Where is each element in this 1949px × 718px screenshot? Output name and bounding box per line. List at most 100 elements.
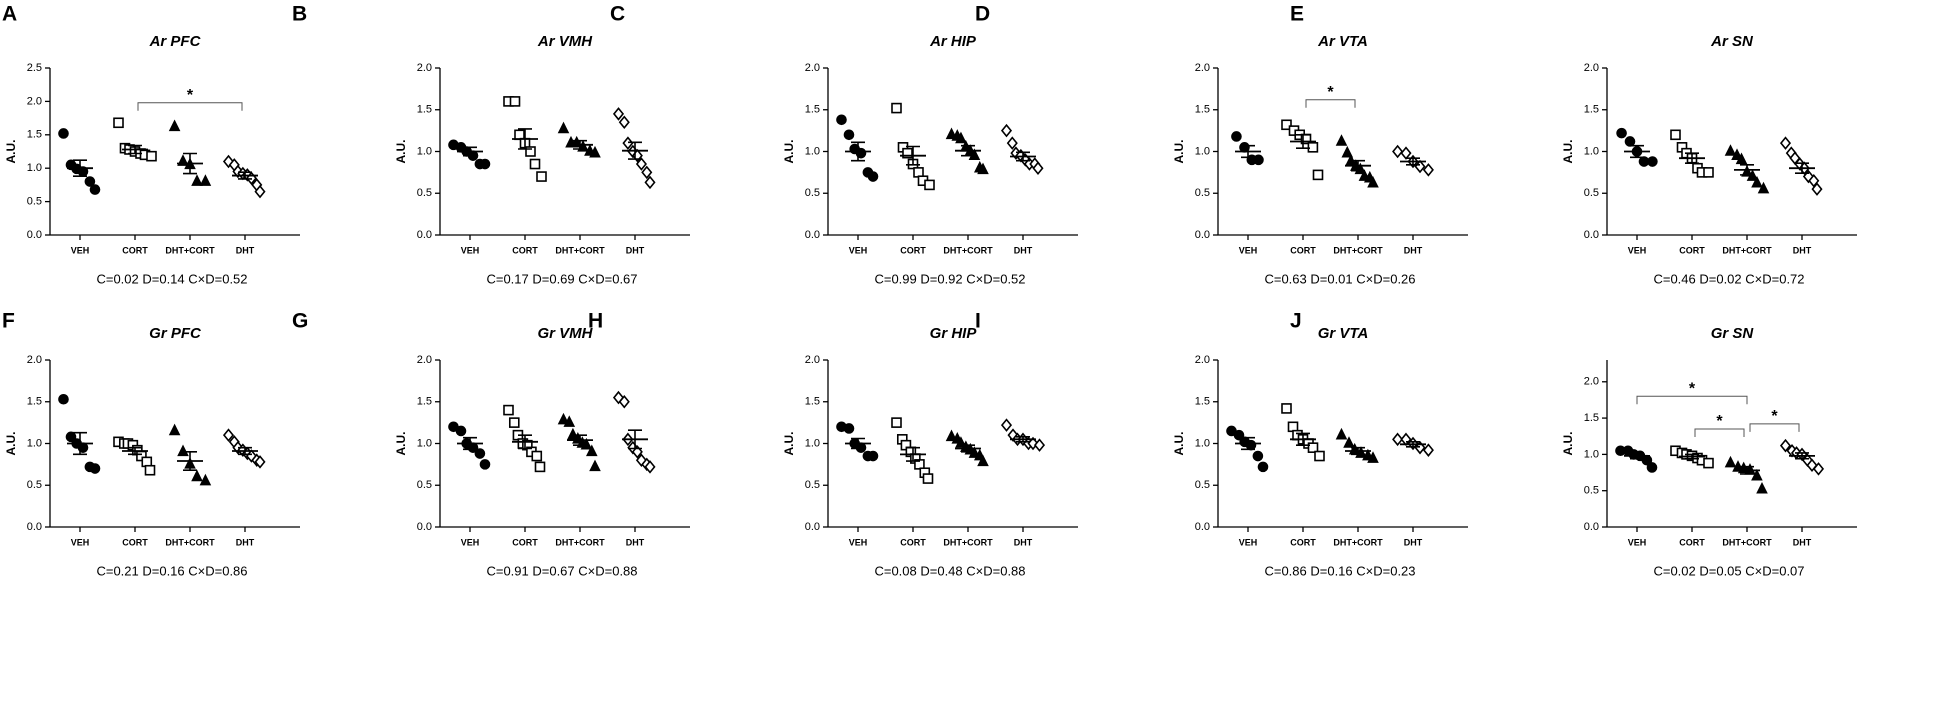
sem-bar (183, 451, 197, 472)
y-tick-label: 1.5 (805, 396, 820, 408)
x-tick-label: CORT (1290, 537, 1316, 547)
y-tick-label: 1.0 (417, 145, 432, 157)
sem-bar (1740, 465, 1754, 475)
data-point (1281, 403, 1292, 414)
panel-title: Ar SN (1710, 33, 1754, 50)
y-tick-label: 1.0 (805, 437, 820, 449)
panel: D Ar VTA A.U. 0.0 0.5 1.0 1.5 2.0 VEH CORT DHT+COR… (975, 3, 1468, 286)
data-point (644, 175, 656, 190)
data-point (199, 473, 212, 486)
y-tick-label: 2.5 (27, 62, 42, 74)
y-tick-label: 1.5 (1195, 396, 1210, 408)
x-tick-label: DHT+CORT (943, 537, 993, 547)
data-point (58, 128, 69, 139)
sem-bar (1685, 152, 1699, 164)
y-tick-label: 2.0 (1195, 354, 1210, 366)
x-tick-label: VEH (1628, 245, 1647, 255)
x-tick-label: DHT (626, 245, 645, 255)
data-point (508, 417, 520, 428)
significance-label: * (187, 87, 194, 104)
data-point (1343, 436, 1355, 448)
data-point (1624, 136, 1636, 147)
data-point (618, 115, 630, 130)
data-point (977, 454, 989, 467)
data-point (1307, 142, 1319, 153)
sem-bar (73, 431, 87, 456)
x-tick-label: DHT (236, 245, 255, 255)
stats-annotation: C=0.46 D=0.02 C×D=0.72 (1653, 271, 1804, 286)
x-tick-label: VEH (849, 537, 868, 547)
data-point (509, 96, 521, 107)
sem-bar (851, 141, 865, 162)
y-axis-label: A.U. (1561, 140, 1575, 164)
data-point (89, 184, 101, 195)
sem-bar (238, 446, 252, 456)
data-point (455, 425, 467, 437)
sem-bar (1241, 144, 1255, 159)
data-point (1779, 136, 1792, 150)
data-point (589, 145, 601, 158)
data-point (1703, 457, 1714, 469)
stats-annotation: C=0.02 D=0.05 C×D=0.07 (1653, 563, 1804, 578)
x-tick-label: VEH (461, 245, 480, 255)
sem-bar (128, 446, 142, 456)
x-tick-label: CORT (900, 245, 926, 255)
data-point (891, 417, 902, 428)
panel: J Gr SN A.U. 0.0 0.5 1.0 1.5 2.0 VEH CORT DHT+CORT… (1290, 310, 1857, 578)
y-tick-label: 1.5 (1584, 104, 1599, 116)
data-point (479, 158, 491, 170)
sem-bar (1296, 432, 1310, 446)
data-point (891, 102, 902, 114)
sem-bar (238, 171, 252, 180)
panel: A Ar PFC A.U. 0.0 0.5 1.0 1.5 2.0 2.5 VEH CORT DHT+… (2, 3, 300, 286)
y-tick-label: 1.5 (1195, 104, 1210, 116)
x-tick-label: VEH (849, 245, 868, 255)
panel-letter: G (292, 310, 308, 333)
sem-bar (463, 146, 477, 157)
y-axis-label: A.U. (1172, 432, 1186, 456)
significance-label: * (1689, 381, 1696, 398)
data-point (1422, 443, 1434, 457)
data-point (1751, 468, 1763, 481)
data-point (146, 150, 157, 162)
data-point (525, 146, 536, 157)
data-point (1033, 438, 1046, 452)
x-tick-label: DHT+CORT (943, 245, 993, 255)
data-point (1000, 418, 1013, 432)
data-point (1812, 462, 1825, 476)
y-tick-label: 2.0 (805, 62, 820, 74)
panel-title: Gr VMH (537, 325, 593, 342)
sem-bar (573, 434, 587, 446)
sem-bar (1795, 452, 1809, 460)
data-point (563, 415, 576, 427)
data-point (1703, 167, 1714, 178)
panel-title: Ar PFC (149, 33, 202, 50)
y-tick-label: 2.0 (1195, 62, 1210, 74)
y-tick-label: 0.5 (805, 479, 820, 491)
x-tick-label: DHT (1404, 537, 1423, 547)
y-tick-label: 0.5 (1584, 485, 1599, 497)
data-point (1231, 131, 1242, 142)
data-point (1312, 169, 1324, 181)
y-tick-label: 1.0 (805, 145, 820, 157)
x-tick-label: VEH (1628, 537, 1647, 547)
panel-letter: A (2, 3, 17, 26)
data-point (474, 448, 486, 459)
data-point (1808, 173, 1820, 188)
sem-bar (628, 429, 642, 450)
data-point (479, 459, 491, 470)
sem-bar (128, 144, 142, 155)
x-tick-label: DHT+CORT (1333, 537, 1383, 547)
sem-bar (906, 145, 920, 166)
stats-annotation: C=0.63 D=0.01 C×D=0.26 (1264, 271, 1415, 286)
panel-title: Gr SN (1711, 325, 1755, 342)
significance-label: * (1716, 413, 1723, 430)
sem-bar (1630, 452, 1644, 460)
panel: C Ar HIP A.U. 0.0 0.5 1.0 1.5 2.0 VEH CORT DHT+COR… (610, 3, 1078, 286)
data-point (1257, 461, 1269, 473)
x-tick-label: DHT+CORT (555, 537, 605, 547)
panel-letter: B (292, 3, 307, 26)
y-axis-label: A.U. (4, 140, 18, 164)
data-point (191, 469, 203, 482)
y-tick-label: 0.0 (27, 521, 42, 533)
